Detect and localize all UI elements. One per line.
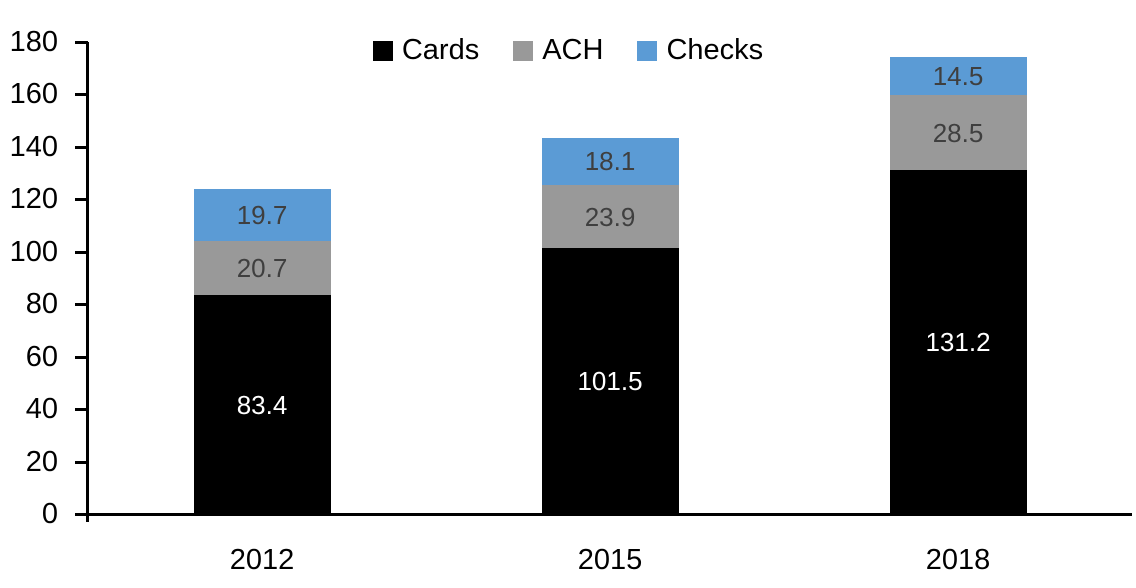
y-axis-tick: [75, 250, 88, 254]
y-axis-tick-label: 100: [9, 235, 58, 268]
x-axis-category-label: 2012: [229, 544, 295, 576]
y-axis-tick: [75, 145, 88, 149]
legend-swatch-cards: [372, 40, 393, 61]
bar-segment-cards-2015: [541, 247, 679, 514]
bar-value-label: 83.4: [236, 389, 288, 420]
x-axis-category-label: 2015: [577, 544, 643, 576]
y-axis-tick-label: 120: [9, 183, 58, 216]
legend-swatch-checks: [637, 40, 658, 61]
y-axis-tick: [75, 303, 88, 307]
y-axis-tick: [75, 93, 88, 97]
x-axis-line: [75, 513, 1132, 516]
bar-segment-ach-2015: [541, 185, 679, 248]
bar-segment-checks-2018: [889, 57, 1027, 96]
legend-swatch-ach: [513, 40, 534, 61]
legend-item-cards: Cards: [372, 34, 480, 66]
y-axis-tick-label: 60: [25, 340, 58, 373]
bar-value-label: 28.5: [932, 117, 984, 148]
chart-legend: Cards ACH Checks: [0, 36, 1136, 65]
bar-segment-checks-2015: [541, 137, 679, 186]
bar-value-label: 20.7: [236, 253, 288, 284]
bar-segment-ach-2012: [193, 241, 331, 296]
bar-segment-ach-2018: [889, 95, 1027, 170]
bar-value-label: 23.9: [584, 201, 636, 232]
y-axis-tick-label: 180: [9, 26, 58, 58]
y-axis-tick-label: 140: [9, 130, 58, 163]
y-axis-tick: [75, 408, 88, 412]
legend-label-ach: ACH: [542, 34, 604, 66]
y-axis-tick: [75, 198, 88, 202]
y-axis-tick-label: 160: [9, 78, 58, 111]
legend-label-checks: Checks: [666, 34, 764, 66]
legend-label-cards: Cards: [401, 34, 480, 66]
bar-segment-cards-2018: [889, 169, 1027, 514]
legend-item-ach: ACH: [513, 36, 603, 65]
bar-value-label: 101.5: [577, 365, 643, 396]
bar-segment-checks-2012: [193, 189, 331, 242]
y-axis-tick: [75, 355, 88, 359]
y-axis-tick: [75, 41, 88, 44]
legend-item-checks: Checks: [637, 36, 763, 65]
bar-value-label: 19.7: [236, 200, 288, 231]
bar-value-label: 14.5: [932, 61, 984, 92]
y-axis-tick-label: 80: [25, 288, 58, 321]
bar-value-label: 131.2: [925, 326, 991, 357]
x-axis-category-label: 2018: [925, 544, 991, 576]
y-axis-tick: [75, 460, 88, 464]
y-axis-tick-label: 20: [25, 445, 58, 478]
y-axis-tick-label: 40: [25, 393, 58, 426]
bar-segment-cards-2012: [193, 295, 331, 514]
bar-value-label: 18.1: [584, 146, 636, 177]
y-axis-line: [86, 42, 89, 522]
y-axis-tick-label: 0: [41, 498, 58, 530]
